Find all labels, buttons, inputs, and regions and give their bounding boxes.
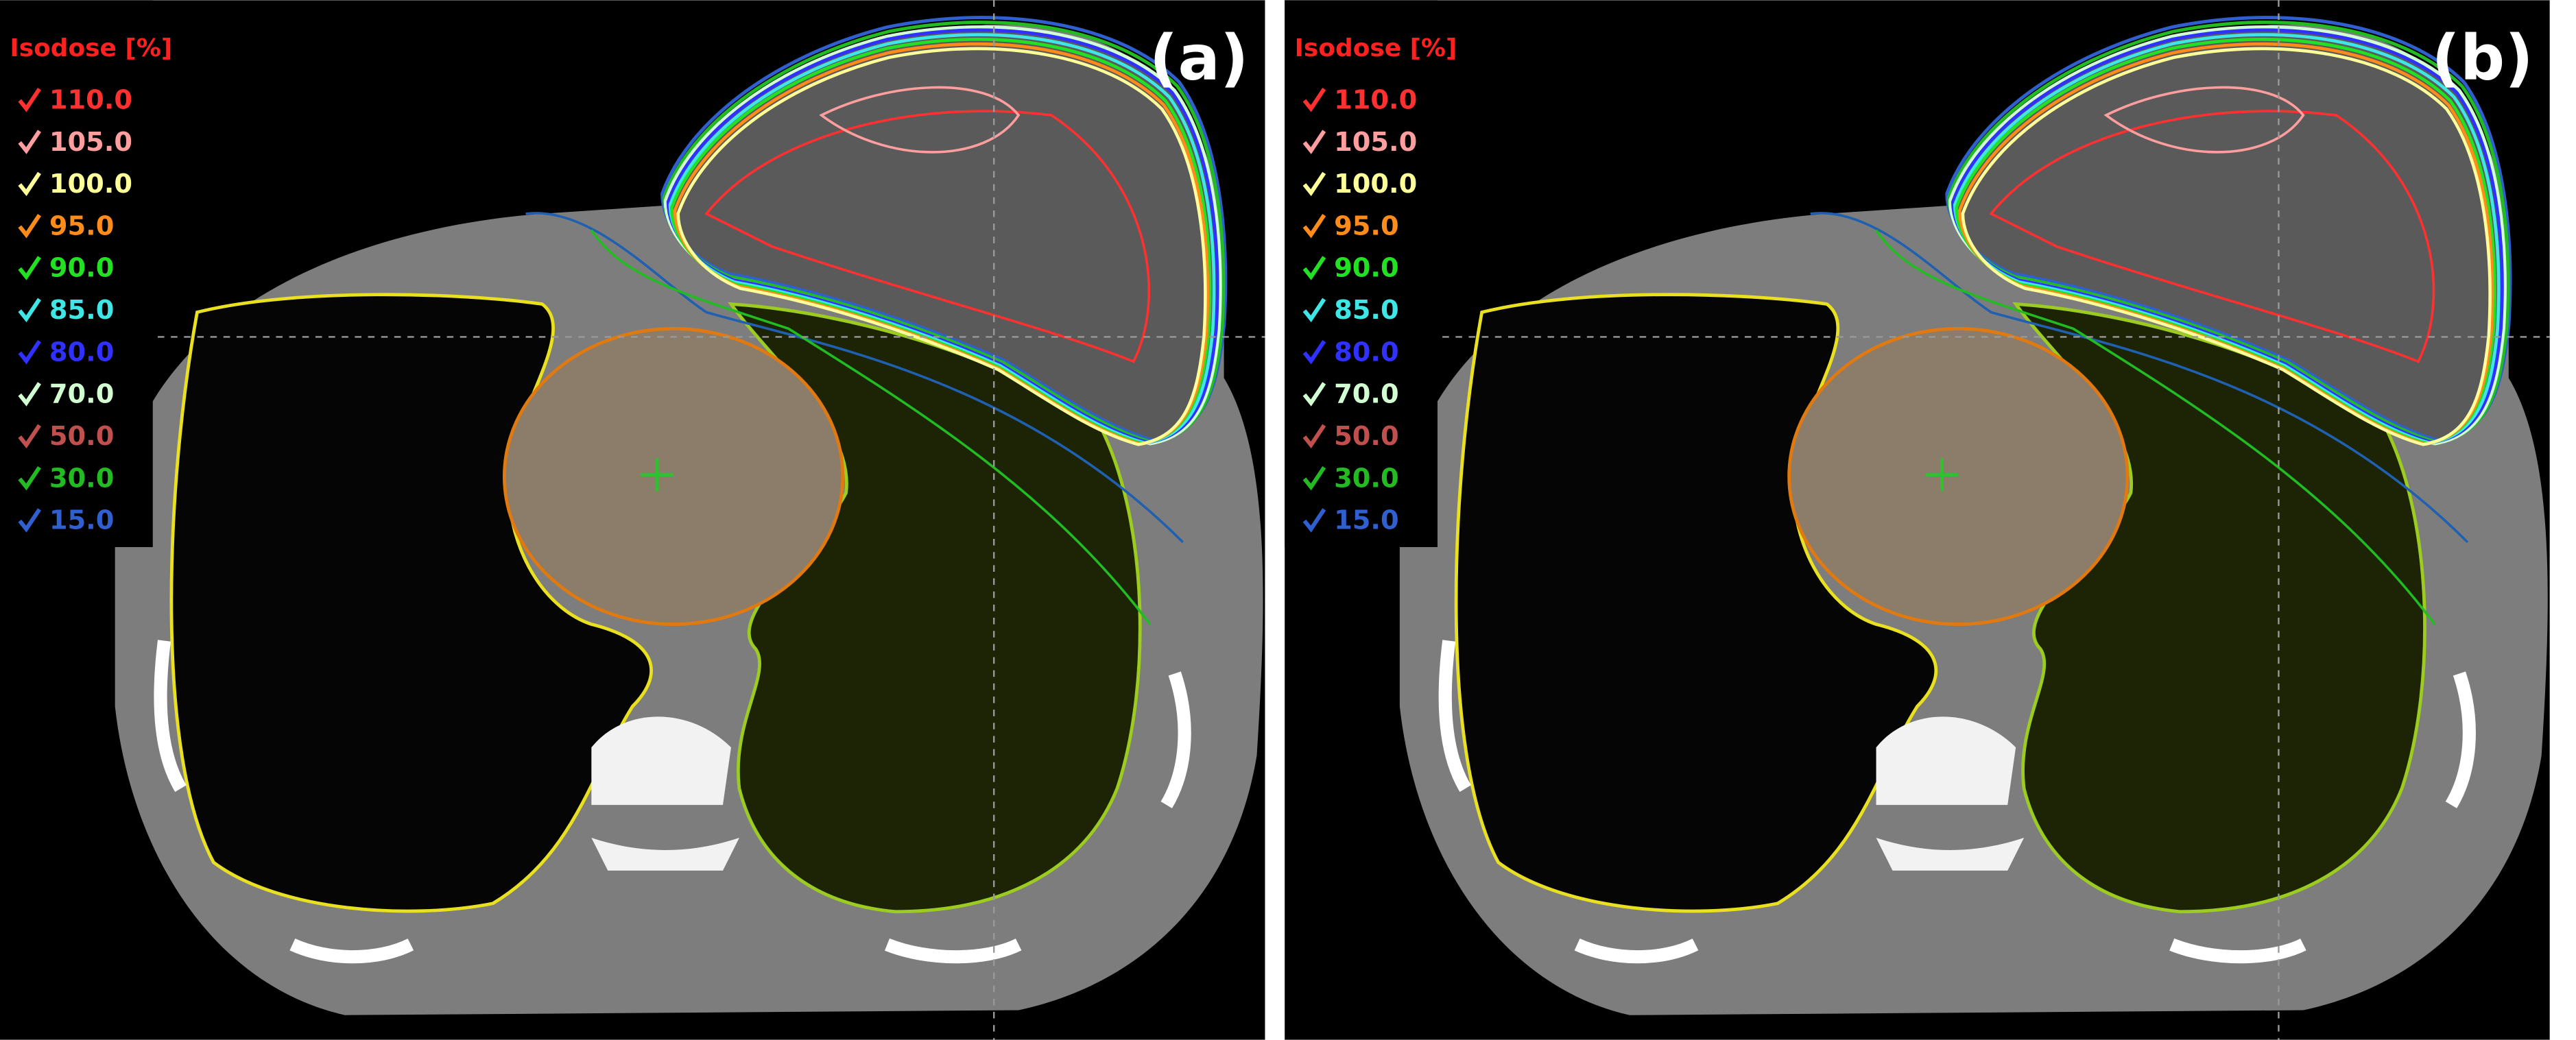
checkmark bbox=[18, 424, 41, 449]
legend-item: 15.0 bbox=[49, 505, 115, 536]
legend-item: 100.0 bbox=[1334, 169, 1417, 199]
checkmark bbox=[1302, 88, 1326, 112]
legend-item: 80.0 bbox=[49, 337, 115, 367]
legend-title: Isodose [%] bbox=[1295, 34, 1457, 62]
checkmark bbox=[18, 382, 41, 407]
legend-title: Isodose [%] bbox=[10, 34, 172, 62]
checkmark bbox=[1302, 465, 1326, 491]
checkmark bbox=[18, 214, 41, 239]
checkmark bbox=[1302, 424, 1326, 449]
legend-item: 105.0 bbox=[49, 127, 132, 158]
legend-item: 70.0 bbox=[1334, 379, 1399, 410]
ct-image bbox=[1285, 0, 2549, 1039]
panel: (a) Isodose [%] 110.0 105.0 100.0 95.0 90.0 85.… bbox=[0, 0, 1265, 1039]
legend-item: 80.0 bbox=[1334, 337, 1399, 367]
checkmark bbox=[1302, 256, 1326, 280]
checkmark bbox=[18, 298, 41, 323]
checkmark bbox=[1302, 214, 1326, 239]
checkmark bbox=[1302, 339, 1326, 365]
legend-item: 110.0 bbox=[1334, 84, 1417, 115]
checkmark bbox=[1302, 382, 1326, 407]
checkmark bbox=[18, 465, 41, 491]
checkmark bbox=[18, 256, 41, 280]
legend-item: 50.0 bbox=[49, 421, 115, 452]
legend-item: 95.0 bbox=[1334, 210, 1399, 241]
legend-item: 85.0 bbox=[1334, 295, 1399, 326]
checkmark bbox=[18, 339, 41, 365]
legend-item: 105.0 bbox=[1334, 127, 1417, 158]
legend-item: 85.0 bbox=[49, 295, 115, 326]
checkmark bbox=[1302, 130, 1326, 154]
checkmark bbox=[18, 130, 41, 154]
legend-item: 110.0 bbox=[49, 84, 132, 115]
legend-item: 90.0 bbox=[1334, 253, 1399, 284]
checkmark bbox=[18, 171, 41, 197]
panel-label: (a) bbox=[1149, 22, 1249, 94]
legend-item: 100.0 bbox=[49, 169, 132, 199]
legend-item: 95.0 bbox=[49, 210, 115, 241]
checkmark bbox=[1302, 171, 1326, 197]
checkmark bbox=[18, 88, 41, 112]
panel: (b) Isodose [%] 110.0 105.0 100.0 95.0 90.0 85.… bbox=[1285, 0, 2549, 1039]
legend-item: 30.0 bbox=[49, 463, 115, 494]
legend-item: 50.0 bbox=[1334, 421, 1399, 452]
ct-image bbox=[0, 0, 1265, 1039]
checkmark bbox=[1302, 298, 1326, 323]
legend-item: 30.0 bbox=[1334, 463, 1399, 494]
checkmark bbox=[18, 508, 41, 533]
panel-label: (b) bbox=[2431, 22, 2533, 94]
legend-item: 15.0 bbox=[1334, 505, 1399, 536]
legend-item: 90.0 bbox=[49, 253, 115, 284]
legend-item: 70.0 bbox=[49, 379, 115, 410]
checkmark bbox=[1302, 508, 1326, 533]
